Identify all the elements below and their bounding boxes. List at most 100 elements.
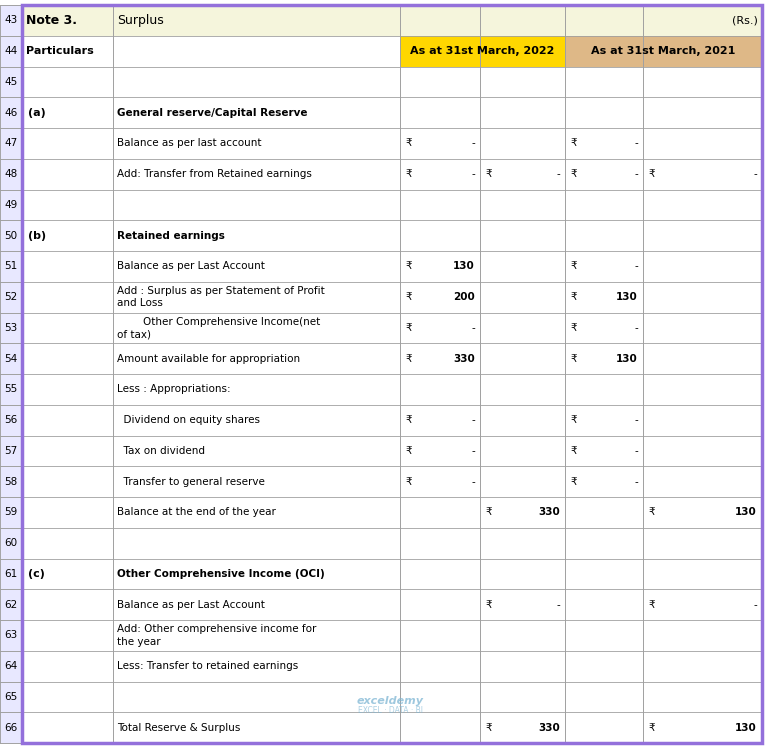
Bar <box>0 189 22 220</box>
Bar <box>0 159 22 189</box>
Text: Note 3.: Note 3. <box>26 14 77 27</box>
Text: ₹: ₹ <box>485 723 492 732</box>
Bar <box>0 5 22 743</box>
Text: 55: 55 <box>5 384 18 394</box>
Text: 58: 58 <box>5 476 18 487</box>
Bar <box>0 466 22 497</box>
Text: 59: 59 <box>5 507 18 518</box>
Bar <box>0 67 22 97</box>
Text: Add: Transfer from Retained earnings: Add: Transfer from Retained earnings <box>117 169 312 179</box>
Text: -: - <box>472 169 475 179</box>
Text: (b): (b) <box>28 230 46 241</box>
Bar <box>0 220 22 251</box>
Text: ₹: ₹ <box>570 292 577 302</box>
Text: -: - <box>634 169 638 179</box>
Bar <box>0 36 22 67</box>
Text: Retained earnings: Retained earnings <box>117 230 225 241</box>
Bar <box>0 589 22 620</box>
Text: 130: 130 <box>735 507 757 518</box>
Text: ₹: ₹ <box>405 446 412 456</box>
Text: of tax): of tax) <box>117 329 151 339</box>
Text: -: - <box>634 261 638 272</box>
Bar <box>0 712 22 743</box>
Bar <box>0 435 22 466</box>
Text: 44: 44 <box>5 46 18 56</box>
Bar <box>0 251 22 282</box>
Text: -: - <box>634 415 638 425</box>
Bar <box>565 36 762 67</box>
Bar <box>0 313 22 343</box>
Text: ₹: ₹ <box>405 415 412 425</box>
Text: Less: Transfer to retained earnings: Less: Transfer to retained earnings <box>117 661 298 671</box>
Bar <box>0 559 22 589</box>
Text: exceldemy: exceldemy <box>356 696 423 706</box>
Bar <box>0 374 22 405</box>
Text: -: - <box>472 476 475 487</box>
Text: (c): (c) <box>28 569 45 579</box>
Text: ₹: ₹ <box>648 600 654 610</box>
Text: 57: 57 <box>5 446 18 456</box>
Text: -: - <box>753 169 757 179</box>
Text: Balance at the end of the year: Balance at the end of the year <box>117 507 276 518</box>
Text: -: - <box>472 323 475 333</box>
Bar <box>0 528 22 559</box>
Text: Add : Surplus as per Statement of Profit: Add : Surplus as per Statement of Profit <box>117 286 325 296</box>
Text: As at 31st March, 2021: As at 31st March, 2021 <box>591 46 736 56</box>
Text: Tax on dividend: Tax on dividend <box>117 446 205 456</box>
Text: ₹: ₹ <box>570 446 577 456</box>
Text: ₹: ₹ <box>648 169 654 179</box>
Text: Particulars: Particulars <box>26 46 94 56</box>
Text: Balance as per last account: Balance as per last account <box>117 138 261 148</box>
Bar <box>0 497 22 528</box>
Text: ₹: ₹ <box>570 415 577 425</box>
Text: 43: 43 <box>5 16 18 25</box>
Text: 66: 66 <box>5 723 18 732</box>
Text: ₹: ₹ <box>485 169 492 179</box>
Bar <box>0 5 22 36</box>
Bar <box>0 282 22 313</box>
Text: -: - <box>753 600 757 610</box>
Text: 130: 130 <box>453 261 475 272</box>
Text: -: - <box>634 138 638 148</box>
Text: General reserve/Capital Reserve: General reserve/Capital Reserve <box>117 108 307 117</box>
Text: ₹: ₹ <box>648 723 654 732</box>
Bar <box>400 36 565 67</box>
Bar <box>0 405 22 435</box>
Bar <box>22 5 762 36</box>
Text: 130: 130 <box>616 354 638 364</box>
Text: EXCEL · DATA · BI: EXCEL · DATA · BI <box>357 706 422 715</box>
Bar <box>0 620 22 651</box>
Text: Total Reserve & Surplus: Total Reserve & Surplus <box>117 723 240 732</box>
Text: ₹: ₹ <box>570 261 577 272</box>
Text: 49: 49 <box>5 200 18 210</box>
Text: -: - <box>556 600 560 610</box>
Text: Amount available for appropriation: Amount available for appropriation <box>117 354 300 364</box>
Text: Other Comprehensive Income (OCI): Other Comprehensive Income (OCI) <box>117 569 325 579</box>
Text: 63: 63 <box>5 631 18 640</box>
Text: (a): (a) <box>28 108 46 117</box>
Text: -: - <box>634 323 638 333</box>
Text: 330: 330 <box>453 354 475 364</box>
Text: Dividend on equity shares: Dividend on equity shares <box>117 415 260 425</box>
Text: 200: 200 <box>453 292 475 302</box>
Text: As at 31st March, 2022: As at 31st March, 2022 <box>410 46 554 56</box>
Text: 330: 330 <box>538 723 560 732</box>
Bar <box>0 97 22 128</box>
Text: ₹: ₹ <box>570 354 577 364</box>
Text: 48: 48 <box>5 169 18 179</box>
Text: 51: 51 <box>5 261 18 272</box>
Text: Balance as per Last Account: Balance as per Last Account <box>117 600 265 610</box>
Bar <box>0 128 22 159</box>
Bar <box>0 343 22 374</box>
Text: ₹: ₹ <box>570 323 577 333</box>
Bar <box>0 651 22 681</box>
Text: (Rs.): (Rs.) <box>732 16 758 25</box>
Text: Add: Other comprehensive income for: Add: Other comprehensive income for <box>117 625 316 634</box>
Text: ₹: ₹ <box>405 354 412 364</box>
Bar <box>22 36 400 67</box>
Text: Other Comprehensive Income(net: Other Comprehensive Income(net <box>117 316 320 327</box>
Text: 54: 54 <box>5 354 18 364</box>
Text: ₹: ₹ <box>570 138 577 148</box>
Text: 50: 50 <box>5 230 18 241</box>
Text: ₹: ₹ <box>485 600 492 610</box>
